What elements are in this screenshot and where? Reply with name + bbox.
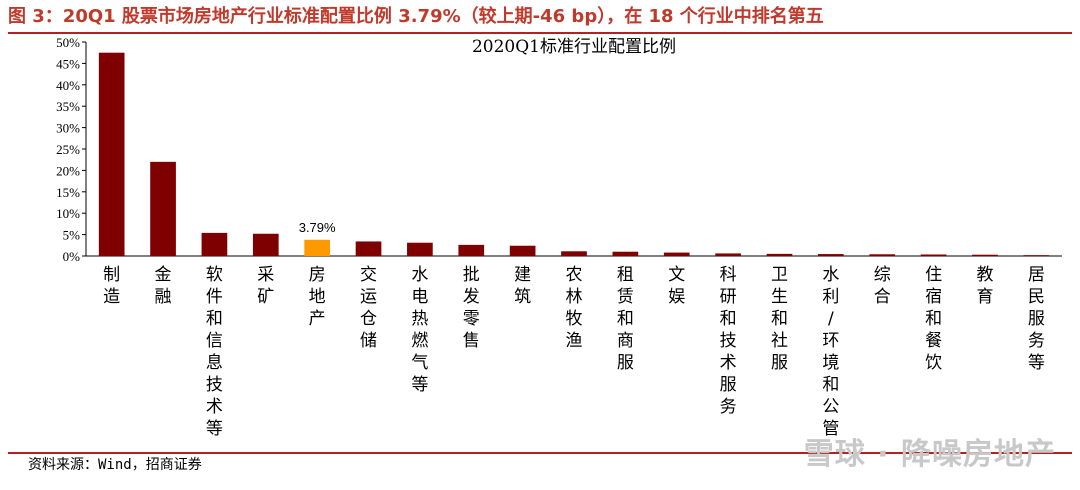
data-label: 3.79% — [299, 220, 336, 235]
bar — [715, 253, 741, 256]
bar-chart: 2020Q1标准行业配置比例 0% 5% 10% 15% 20% 25% 30% 35% 40% 4… — [56, 35, 1062, 439]
bar — [1023, 255, 1050, 256]
x-tick-label: 农林牧渔 — [566, 265, 583, 351]
y-tick-label: 15% — [56, 185, 80, 200]
bar — [766, 253, 793, 256]
bar — [355, 241, 382, 256]
x-tick-label: 科研和技术服务 — [720, 265, 737, 417]
y-tick-label: 10% — [56, 206, 80, 221]
bar — [407, 242, 433, 256]
bar — [972, 254, 998, 256]
bottom-rule — [8, 452, 1072, 454]
y-tick-label: 20% — [56, 163, 80, 178]
x-tick-label: 教育 — [976, 265, 993, 307]
x-tick-label: 金融 — [155, 265, 172, 307]
chart-title: 2020Q1标准行业配置比例 — [472, 37, 676, 57]
x-tick-label: 批发零售 — [463, 265, 480, 351]
bar — [561, 251, 587, 256]
x-tick-label: 建筑 — [514, 265, 531, 307]
x-tick-label: 住宿和餐饮 — [925, 265, 942, 373]
x-tick-label: 租赁和商服 — [617, 265, 634, 373]
x-tick-label: 采矿 — [257, 265, 274, 307]
bar — [612, 251, 639, 256]
bar — [201, 232, 228, 256]
x-tick-label: 房地产 — [309, 265, 326, 329]
y-tick-label: 0% — [63, 249, 81, 264]
top-rule — [8, 32, 1072, 34]
x-tick-label: 制造 — [103, 265, 120, 307]
x-tick-label: 水利/环境和公管 — [822, 265, 839, 439]
x-tick-label: 软件和信息技术等 — [206, 265, 223, 439]
x-tick-label: 居民服务等 — [1028, 265, 1045, 373]
bar — [509, 245, 536, 256]
y-tick-label: 45% — [56, 56, 80, 71]
bar — [150, 161, 176, 256]
watermark: 雪球 · 降噪房地产 — [803, 437, 1056, 472]
source-note: 资料来源：Wind，招商证券 — [28, 457, 202, 473]
y-tick-label: 30% — [56, 121, 80, 136]
bar — [304, 239, 330, 256]
x-tick-label: 综合 — [874, 265, 891, 307]
bar — [920, 254, 947, 256]
y-tick-label: 35% — [56, 99, 80, 114]
bar — [869, 254, 896, 256]
bar — [252, 233, 279, 256]
y-tick-label: 5% — [63, 228, 81, 243]
y-tick-label: 25% — [56, 142, 80, 157]
x-tick-label: 卫生和社服 — [771, 265, 788, 373]
x-tick-label: 文娱 — [668, 265, 685, 307]
x-tick-label: 交运仓储 — [360, 265, 377, 351]
bar — [98, 52, 125, 257]
bar — [663, 252, 690, 256]
bar — [818, 254, 844, 256]
y-tick-label: 40% — [56, 78, 80, 93]
y-tick-label: 50% — [56, 35, 80, 50]
x-tick-label: 水电热燃气等 — [411, 265, 428, 395]
bar — [458, 244, 485, 256]
figure-title: 图 3：20Q1 股票市场房地产行业标准配置比例 3.79%（较上期-46 bp… — [8, 6, 824, 27]
